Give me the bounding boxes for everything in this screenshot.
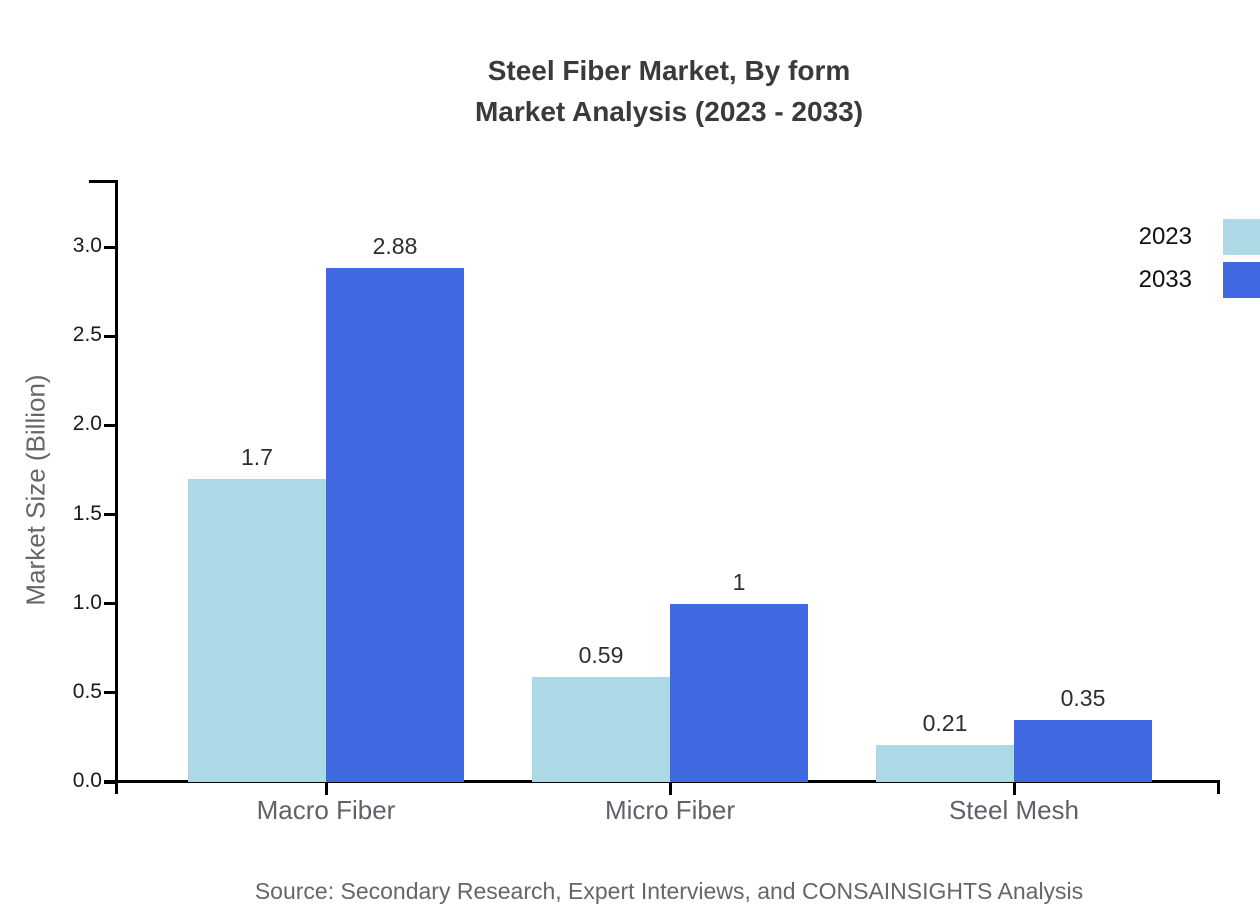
bar-2023-macro-fiber bbox=[188, 478, 326, 782]
y-tick-label: 2.0 bbox=[72, 412, 102, 436]
bar-2023-steel-mesh bbox=[876, 744, 1014, 782]
y-axis-top-cap bbox=[89, 180, 118, 183]
chart-title-line2: Market Analysis (2023 - 2033) bbox=[474, 96, 864, 127]
chart-legend: 2023 2033 bbox=[1042, 219, 1260, 305]
legend-swatch bbox=[1223, 262, 1260, 298]
y-tick-mark bbox=[104, 602, 118, 606]
bar-value-label: 1 bbox=[732, 568, 746, 595]
source-note: Source: Secondary Research, Expert Inter… bbox=[254, 878, 1084, 904]
y-tick-mark bbox=[104, 334, 118, 338]
x-category-label: Steel Mesh bbox=[948, 795, 1080, 825]
y-tick-mark bbox=[104, 780, 118, 784]
y-tick-label: 1.5 bbox=[72, 501, 102, 525]
bar-value-label: 2.88 bbox=[372, 233, 418, 260]
y-tick-mark bbox=[104, 423, 118, 427]
y-tick-label: 1.0 bbox=[72, 590, 102, 614]
bar-value-label: 0.35 bbox=[1060, 684, 1106, 711]
plot-area: 1.7 2.88 0.59 1 0.21 0.35 bbox=[118, 180, 1220, 782]
legend-swatch bbox=[1223, 219, 1260, 255]
x-tick-mark bbox=[1013, 782, 1016, 795]
legend-label: 2023 bbox=[1138, 223, 1192, 250]
bar-2023-micro-fiber bbox=[532, 676, 670, 782]
bar-value-label: 1.7 bbox=[241, 443, 273, 470]
y-tick-label: 3.0 bbox=[72, 234, 102, 257]
x-axis-right-cap bbox=[1217, 780, 1220, 794]
y-tick-label: 0.0 bbox=[72, 769, 102, 792]
legend-row-2033: 2033 bbox=[1042, 262, 1260, 298]
bar-2033-steel-mesh bbox=[1014, 719, 1152, 782]
y-tick-label: 2.5 bbox=[72, 323, 102, 347]
bar-2033-micro-fiber bbox=[670, 603, 808, 782]
bar-2033-macro-fiber bbox=[326, 268, 464, 782]
y-axis-label: Market Size (Billion) bbox=[20, 374, 51, 606]
y-axis-spine bbox=[115, 180, 118, 794]
y-tick-mark bbox=[104, 691, 118, 695]
y-tick-mark bbox=[104, 513, 118, 516]
x-tick-mark bbox=[669, 782, 672, 795]
x-tick-mark bbox=[325, 782, 328, 795]
legend-label: 2033 bbox=[1138, 266, 1192, 293]
bar-value-label: 0.21 bbox=[922, 709, 968, 736]
bar-value-label: 0.59 bbox=[578, 641, 624, 668]
chart-title: Steel Fiber Market, By form Market Analy… bbox=[89, 50, 1249, 132]
legend-row-2023: 2023 bbox=[1042, 219, 1260, 255]
y-tick-mark bbox=[104, 245, 118, 249]
chart-title-line1: Steel Fiber Market, By form bbox=[487, 55, 851, 86]
y-tick-label: 0.5 bbox=[72, 679, 102, 703]
x-category-label: Macro Fiber bbox=[256, 795, 396, 825]
x-category-label: Micro Fiber bbox=[604, 795, 735, 825]
